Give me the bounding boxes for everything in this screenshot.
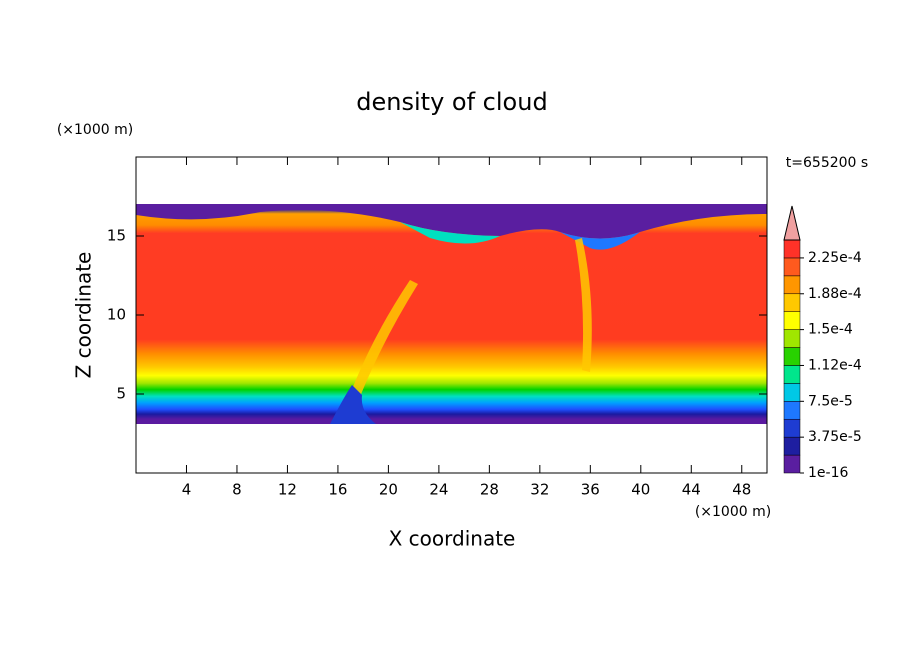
x-tick-label: 32 <box>530 481 549 499</box>
colorbar-band <box>783 454 801 474</box>
contour-field <box>136 204 767 424</box>
x-tick-label: 48 <box>732 481 751 499</box>
colorbar-tick-label: 1.12e-4 <box>808 357 862 373</box>
colorbar-extend <box>783 205 801 241</box>
x-tick-label: 24 <box>429 481 448 499</box>
y-unit: (×1000 m) <box>57 122 133 138</box>
plume <box>575 238 592 372</box>
colorbar-band <box>783 257 801 277</box>
plume <box>348 280 418 402</box>
cloud-top-feature <box>560 232 640 250</box>
x-tick-label: 4 <box>182 481 192 499</box>
x-tick-label: 40 <box>631 481 650 499</box>
y-tick-label: 5 <box>116 385 126 403</box>
y-tick-label: 10 <box>107 306 126 324</box>
chart-title: density of cloud <box>356 88 547 116</box>
x-tick-label: 20 <box>379 481 398 499</box>
y-axis-label: Z coordinate <box>72 252 96 379</box>
colorbar-band <box>783 275 801 295</box>
x-tick-label: 44 <box>682 481 701 499</box>
colorbar-band <box>783 365 801 384</box>
colorbar-tick-label: 1e-16 <box>808 465 848 481</box>
colorbar-band <box>783 239 801 259</box>
cloud-base-feature <box>330 385 376 424</box>
colorbar-band <box>783 383 801 402</box>
x-tick-label: 16 <box>328 481 347 499</box>
x-tick-label: 12 <box>278 481 297 499</box>
colorbar-tick-label: 7.5e-5 <box>808 393 853 409</box>
colorbar-band <box>783 311 801 330</box>
colorbar-band <box>783 329 801 348</box>
time-label: t=655200 s <box>786 155 868 171</box>
colorbar-tick-label: 1.5e-4 <box>808 322 853 338</box>
colorbar-tick-label: 1.88e-4 <box>808 286 862 302</box>
colorbar-band <box>783 418 801 438</box>
x-unit: (×1000 m) <box>695 504 771 520</box>
colorbar-band <box>783 436 801 456</box>
cloud-top-feature <box>400 222 500 244</box>
x-tick-label: 28 <box>480 481 499 499</box>
colorbar-band <box>783 347 801 366</box>
colorbar-band <box>783 401 801 420</box>
colorbar-tick-label: 2.25e-4 <box>808 250 862 266</box>
colorbar-tick-label: 3.75e-5 <box>808 429 862 445</box>
x-tick-label: 36 <box>581 481 600 499</box>
x-axis-label: X coordinate <box>389 527 516 551</box>
y-tick-label: 15 <box>107 227 126 245</box>
colorbar-band <box>783 293 801 312</box>
cloud-top <box>136 204 767 239</box>
x-tick-label: 8 <box>232 481 242 499</box>
